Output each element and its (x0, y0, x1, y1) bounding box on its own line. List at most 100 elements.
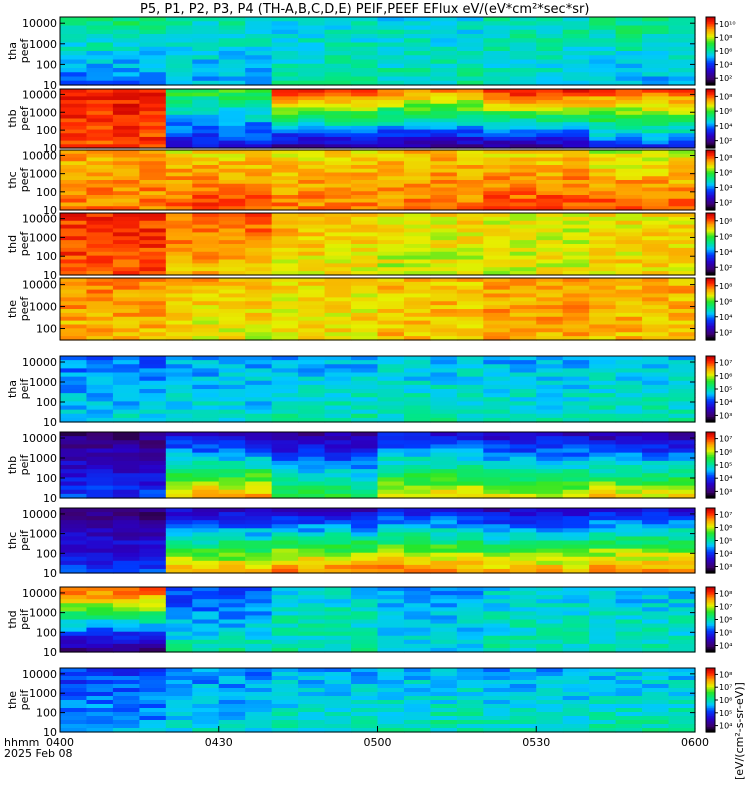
spectrogram-cell (324, 716, 352, 721)
spectrogram-cell (456, 724, 484, 729)
colorbar-swatch (706, 287, 715, 290)
spectrogram-cell (615, 639, 643, 645)
spectrogram-cell (245, 587, 273, 592)
spectrogram-cell (86, 195, 114, 200)
colorbar-swatch (706, 555, 715, 558)
spectrogram-cell (377, 96, 405, 101)
spectrogram-cell (218, 716, 246, 721)
spectrogram-cell (139, 281, 167, 287)
spectrogram-cell (86, 708, 114, 713)
spectrogram-cell (403, 619, 432, 625)
spectrogram-cell (456, 216, 484, 222)
spectrogram-cell (245, 508, 273, 513)
colorbar-swatch (706, 122, 715, 125)
spectrogram-cell (589, 564, 617, 570)
spectrogram-cell (139, 63, 167, 69)
colorbar-swatch (706, 201, 715, 204)
spectrogram-cell (60, 172, 88, 177)
spectrogram-cell (192, 309, 220, 314)
spectrogram-cell (245, 38, 273, 44)
x-tick-label: 0430 (205, 736, 233, 749)
spectrogram-cell (298, 236, 326, 241)
spectrogram-cell (139, 436, 167, 441)
spectrogram-cell (245, 481, 273, 487)
spectrogram-cell (483, 136, 511, 142)
spectrogram-cell (536, 560, 564, 566)
spectrogram-cell (112, 232, 140, 237)
spectrogram-cell (615, 631, 643, 637)
spectrogram-cell (562, 360, 590, 365)
spectrogram-cell (139, 556, 167, 562)
spectrogram-cell (60, 305, 88, 310)
spectrogram-cell (615, 267, 643, 272)
spectrogram-cell (86, 448, 114, 454)
spectrogram-cell (456, 372, 484, 378)
spectrogram-cell (218, 80, 246, 86)
spectrogram-cell (430, 68, 458, 73)
spectrogram-cell (245, 89, 273, 94)
spectrogram-cell (668, 528, 696, 533)
spectrogram-cell (642, 668, 670, 673)
colorbar-swatch (706, 550, 715, 553)
spectrogram-cell (218, 42, 246, 48)
spectrogram-cell (642, 448, 670, 454)
spectrogram-cell (615, 255, 643, 261)
spectrogram-cell (60, 213, 88, 218)
spectrogram-cell (192, 157, 220, 162)
panel-label: peif (18, 378, 31, 400)
spectrogram-cell (324, 512, 352, 517)
colorbar-swatch (706, 561, 715, 564)
y-tick-label: 10 (43, 142, 57, 155)
spectrogram-cell (615, 271, 643, 276)
spectrogram-cell (298, 309, 326, 314)
colorbar-swatch (706, 99, 715, 102)
spectrogram-cell (642, 469, 670, 474)
spectrogram-cell (377, 80, 405, 86)
spectrogram-cell (668, 96, 696, 101)
spectrogram-cell (245, 111, 273, 116)
spectrogram-cell (60, 676, 88, 681)
spectrogram-cell (403, 309, 432, 314)
spectrogram-cell (60, 532, 88, 538)
spectrogram-cell (642, 336, 670, 341)
spectrogram-cell (324, 89, 352, 94)
spectrogram-cell (112, 111, 140, 116)
colorbar-swatch (706, 133, 715, 136)
spectrogram-cell (483, 42, 511, 48)
spectrogram-cell (430, 324, 458, 329)
spectrogram-cell (668, 63, 696, 69)
spectrogram-cell (324, 51, 352, 56)
spectrogram-cell (324, 202, 352, 207)
spectrogram-cell (324, 360, 352, 365)
spectrogram-cell (615, 432, 643, 437)
spectrogram-cell (324, 700, 352, 705)
colorbar-swatch (706, 680, 715, 683)
spectrogram-cell (351, 157, 379, 162)
y-tick-label: 100 (36, 124, 57, 137)
spectrogram-cell (192, 524, 220, 529)
spectrogram-cell (615, 720, 643, 725)
spectrogram-cell (456, 153, 484, 159)
spectrogram-cell (483, 59, 511, 65)
colorbar-swatch (706, 245, 715, 248)
spectrogram-cell (112, 368, 140, 374)
spectrogram-cell (377, 700, 405, 705)
spectrogram-cell (60, 92, 88, 97)
spectrogram-cell (139, 672, 167, 677)
colorbar-swatch (706, 18, 715, 21)
spectrogram-cell (403, 21, 432, 27)
spectrogram-cell (562, 103, 590, 109)
spectrogram-cell (139, 627, 167, 633)
spectrogram-cell (324, 247, 352, 253)
spectrogram-cell (456, 587, 484, 592)
spectrogram-cell (456, 368, 484, 374)
spectrogram-cell (562, 356, 590, 361)
spectrogram-cell (165, 191, 193, 196)
spectrogram-cell (377, 599, 405, 604)
spectrogram-cell (324, 676, 352, 681)
colorbar-swatch (706, 677, 715, 680)
spectrogram-cell (668, 34, 696, 39)
spectrogram-cell (218, 524, 246, 529)
colorbar-swatch (706, 479, 715, 483)
